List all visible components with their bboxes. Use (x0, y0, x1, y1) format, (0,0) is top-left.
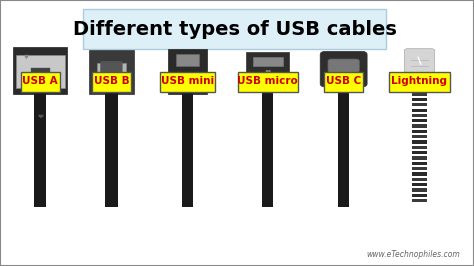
FancyBboxPatch shape (412, 98, 427, 101)
Text: Lightning: Lightning (392, 76, 447, 86)
FancyBboxPatch shape (100, 61, 122, 74)
FancyBboxPatch shape (412, 119, 427, 122)
FancyBboxPatch shape (324, 72, 363, 92)
Text: USB A: USB A (22, 76, 58, 86)
FancyBboxPatch shape (404, 49, 435, 79)
Text: USB C: USB C (326, 76, 361, 86)
FancyBboxPatch shape (168, 49, 207, 94)
FancyBboxPatch shape (412, 178, 427, 181)
Text: ♥: ♥ (264, 70, 271, 76)
FancyBboxPatch shape (412, 194, 427, 197)
FancyBboxPatch shape (412, 172, 427, 176)
FancyBboxPatch shape (182, 90, 193, 207)
FancyBboxPatch shape (167, 81, 207, 82)
FancyBboxPatch shape (412, 140, 427, 144)
FancyBboxPatch shape (16, 55, 65, 88)
FancyBboxPatch shape (412, 114, 427, 117)
FancyBboxPatch shape (21, 72, 60, 92)
FancyBboxPatch shape (83, 9, 386, 49)
Text: USB B: USB B (93, 76, 129, 86)
FancyBboxPatch shape (338, 85, 349, 207)
FancyBboxPatch shape (412, 130, 427, 133)
FancyBboxPatch shape (412, 93, 427, 96)
FancyBboxPatch shape (412, 151, 427, 154)
FancyBboxPatch shape (412, 199, 427, 202)
Text: ❤: ❤ (37, 114, 43, 120)
Text: Different types of USB cables: Different types of USB cables (73, 20, 397, 39)
FancyBboxPatch shape (412, 167, 427, 170)
Text: www.eTechnophiles.com: www.eTechnophiles.com (366, 250, 460, 259)
FancyBboxPatch shape (253, 57, 283, 66)
FancyBboxPatch shape (176, 54, 199, 66)
FancyBboxPatch shape (390, 72, 449, 92)
Circle shape (336, 80, 340, 82)
FancyBboxPatch shape (237, 72, 298, 92)
FancyBboxPatch shape (105, 90, 118, 207)
FancyBboxPatch shape (320, 51, 367, 87)
Circle shape (342, 80, 346, 82)
Text: USB mini: USB mini (161, 76, 214, 86)
FancyBboxPatch shape (34, 90, 46, 207)
FancyBboxPatch shape (262, 85, 273, 207)
Text: USB micro: USB micro (237, 76, 298, 86)
FancyBboxPatch shape (412, 188, 427, 192)
FancyBboxPatch shape (412, 146, 427, 149)
FancyBboxPatch shape (31, 68, 50, 77)
FancyBboxPatch shape (412, 156, 427, 160)
FancyBboxPatch shape (167, 89, 207, 90)
Text: ♥: ♥ (24, 55, 28, 60)
FancyBboxPatch shape (246, 52, 289, 86)
FancyBboxPatch shape (412, 124, 427, 128)
FancyBboxPatch shape (412, 109, 427, 112)
FancyBboxPatch shape (91, 72, 131, 92)
FancyBboxPatch shape (167, 85, 207, 86)
FancyBboxPatch shape (400, 74, 439, 87)
FancyBboxPatch shape (412, 162, 427, 165)
FancyBboxPatch shape (412, 183, 427, 186)
FancyBboxPatch shape (13, 47, 67, 94)
FancyBboxPatch shape (97, 63, 126, 88)
FancyBboxPatch shape (412, 135, 427, 138)
FancyBboxPatch shape (160, 72, 215, 92)
FancyBboxPatch shape (200, 72, 204, 78)
Circle shape (347, 80, 351, 82)
FancyBboxPatch shape (412, 103, 427, 106)
FancyBboxPatch shape (328, 59, 359, 73)
FancyBboxPatch shape (89, 50, 134, 94)
FancyBboxPatch shape (171, 72, 174, 78)
FancyBboxPatch shape (412, 87, 427, 90)
